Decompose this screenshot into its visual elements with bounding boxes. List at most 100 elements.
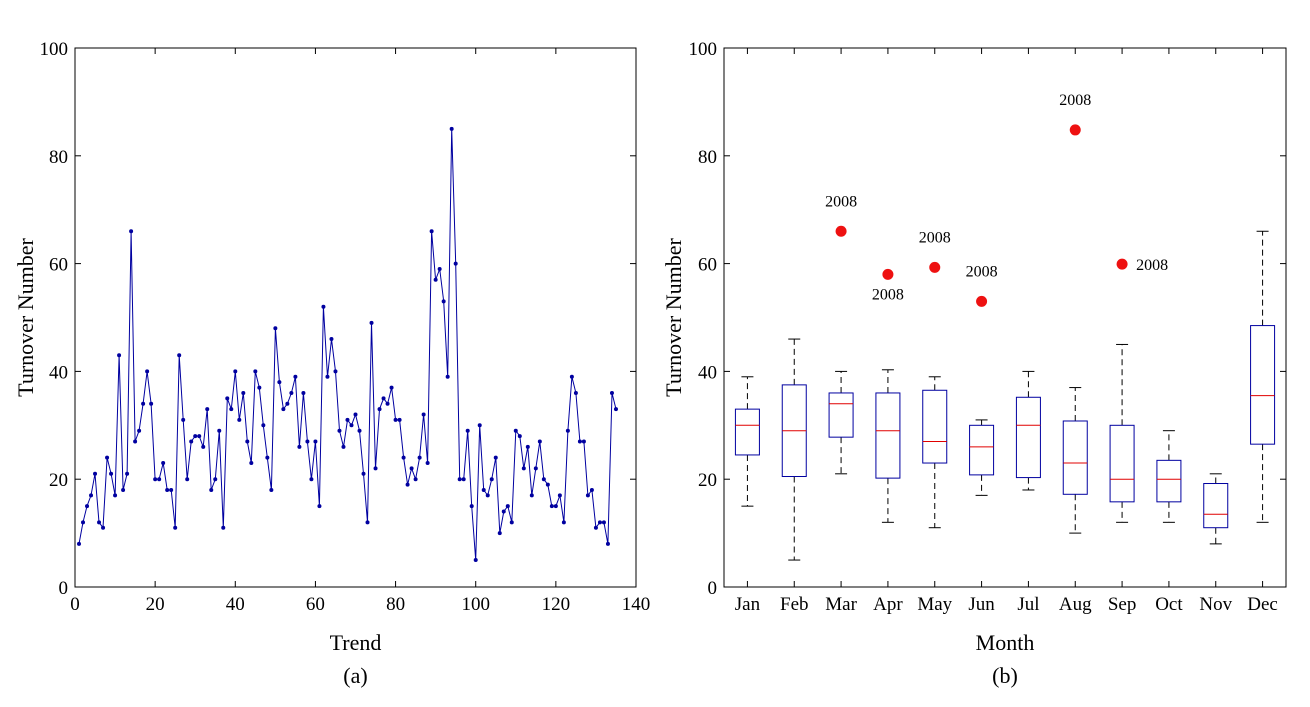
data-point: [249, 461, 254, 466]
x-tick-label-a: 120: [542, 594, 571, 615]
x-tick-label-a: 20: [146, 594, 165, 615]
x-tick-label-a: 140: [622, 594, 651, 615]
data-point: [485, 493, 490, 498]
outlier-point: [929, 261, 941, 273]
outlier-label: 2008: [825, 193, 857, 210]
panel-label-b: (b): [992, 663, 1018, 688]
data-point: [389, 385, 394, 390]
data-point: [585, 493, 590, 498]
data-point: [453, 261, 458, 266]
y-tick-label-b: 0: [708, 578, 718, 599]
data-point: [341, 444, 346, 449]
data-point: [401, 455, 406, 460]
data-point: [393, 417, 398, 422]
data-point: [245, 439, 250, 444]
data-point: [109, 471, 114, 476]
interquartile-box: [1109, 424, 1135, 503]
data-point: [405, 482, 410, 487]
data-point: [413, 477, 418, 482]
data-point: [421, 412, 426, 417]
data-point: [253, 369, 258, 374]
data-point: [297, 444, 302, 449]
data-point: [273, 326, 278, 331]
outlier-label: 2008: [872, 286, 904, 303]
panel-label-a: (a): [343, 663, 367, 688]
x-tick-label-a: 40: [226, 594, 245, 615]
box-plot-panel: 0 20 40 60 80 100 Jan Feb Mar Apr May Jun Jul Aug Sep O…: [661, 39, 1287, 688]
data-point: [337, 428, 342, 433]
data-point: [113, 493, 118, 498]
box-nov: [1203, 473, 1229, 545]
month-label: Feb: [780, 594, 809, 615]
data-point: [309, 477, 314, 482]
box-apr: [875, 369, 901, 523]
data-point: [213, 477, 218, 482]
data-point: [537, 439, 542, 444]
y-tick-label-b: 40: [698, 362, 717, 383]
data-point: [225, 396, 230, 401]
data-point: [557, 493, 562, 498]
data-point: [121, 487, 126, 492]
data-point: [285, 401, 290, 406]
data-point: [281, 407, 286, 412]
data-point: [589, 487, 594, 492]
data-point: [157, 477, 162, 482]
data-point: [437, 266, 442, 271]
data-point: [77, 541, 82, 546]
x-axis-label-a: Trend: [330, 630, 382, 655]
data-point: [609, 390, 614, 395]
data-point: [417, 455, 422, 460]
box-sep: [1109, 343, 1135, 523]
outlier-label: 2008: [1059, 92, 1091, 109]
outlier-point: [835, 225, 847, 237]
data-point: [201, 444, 206, 449]
y-tick-label-b: 80: [698, 147, 717, 168]
month-label: Sep: [1108, 594, 1137, 615]
box-may: [922, 376, 948, 529]
data-point: [133, 439, 138, 444]
data-point: [573, 390, 578, 395]
data-point: [353, 412, 358, 417]
data-point: [93, 471, 98, 476]
data-point: [593, 525, 598, 530]
box-jun: [969, 419, 995, 496]
interquartile-box: [1015, 396, 1041, 479]
data-point: [509, 520, 514, 525]
month-label: Jan: [735, 594, 761, 615]
outlier-point: [882, 268, 894, 280]
data-point: [517, 434, 522, 439]
data-point: [169, 487, 174, 492]
data-point: [313, 439, 318, 444]
y-tick-label-b: 20: [698, 470, 717, 491]
interquartile-box: [1250, 325, 1276, 445]
data-point: [217, 428, 222, 433]
data-point: [361, 471, 366, 476]
data-point: [333, 369, 338, 374]
data-point: [505, 504, 510, 509]
data-point: [321, 304, 326, 309]
data-point: [81, 520, 86, 525]
data-point: [105, 455, 110, 460]
data-point: [305, 439, 310, 444]
data-point: [185, 477, 190, 482]
data-point: [153, 477, 158, 482]
data-point: [181, 417, 186, 422]
data-point: [477, 423, 482, 428]
data-point: [541, 477, 546, 482]
y-tick-label-a: 20: [49, 470, 68, 491]
data-point: [493, 455, 498, 460]
data-point: [489, 477, 494, 482]
box-jan: [734, 376, 760, 507]
outlier-point: [1116, 258, 1128, 270]
data-point: [545, 482, 550, 487]
box-aug: [1062, 387, 1088, 534]
interquartile-box: [1062, 420, 1088, 495]
x-axis-label-b: Month: [976, 630, 1035, 655]
data-point: [373, 466, 378, 471]
data-point: [233, 369, 238, 374]
x-tick-label-a: 60: [306, 594, 325, 615]
line-chart-panel: 0 20 40 60 80 100 120 140 0 20 40 60 80 100 Trend Tur…: [13, 39, 650, 688]
data-point: [441, 299, 446, 304]
data-point: [357, 428, 362, 433]
